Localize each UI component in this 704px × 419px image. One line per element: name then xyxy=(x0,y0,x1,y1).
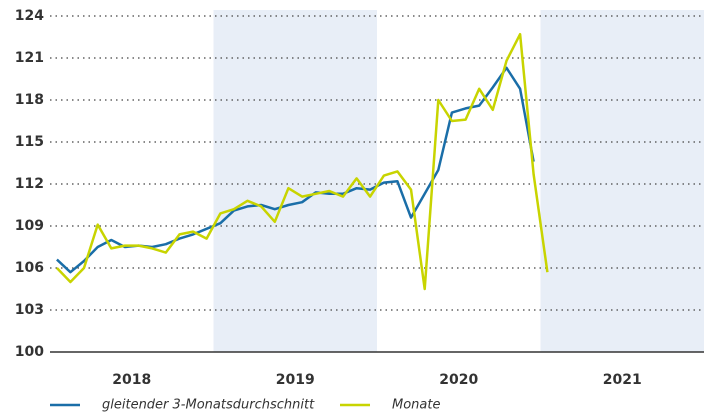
x-tick-label: 2019 xyxy=(276,372,315,388)
y-tick-label: 109 xyxy=(15,218,44,234)
legend-label: gleitender 3-Monatsdurchschnitt xyxy=(102,398,315,413)
shaded-band xyxy=(540,10,704,352)
bands xyxy=(213,10,704,352)
y-tick-label: 124 xyxy=(15,8,44,24)
x-tick-label: 2021 xyxy=(603,372,642,388)
y-tick-label: 118 xyxy=(15,92,44,108)
x-tick-label: 2018 xyxy=(112,372,151,388)
y-tick-label: 103 xyxy=(15,302,44,318)
y-tick-label: 121 xyxy=(15,50,44,66)
labels: 100 103 106 109 112 115 118 121 124 2018 2019 2020 2… xyxy=(15,8,642,413)
y-tick-label: 115 xyxy=(15,134,44,150)
y-tick-label: 106 xyxy=(15,260,44,276)
series-line xyxy=(56,32,549,291)
x-tick-label: 2020 xyxy=(439,372,478,388)
lines xyxy=(56,32,549,291)
y-tick-label: 100 xyxy=(15,344,44,360)
legend-label: Monate xyxy=(392,398,440,413)
shaded-band xyxy=(213,10,377,352)
grid xyxy=(50,15,704,353)
y-tick-label: 112 xyxy=(15,176,44,192)
